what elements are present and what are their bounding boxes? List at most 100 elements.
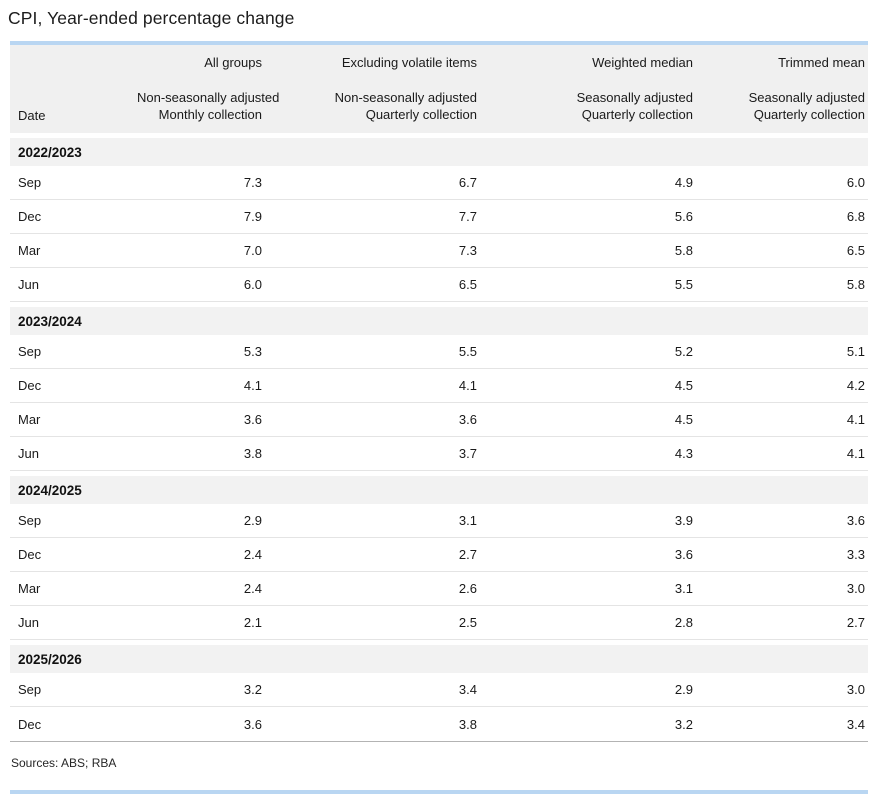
value-cell: 5.2 [674, 344, 693, 359]
value-cell: 3.4 [458, 682, 477, 697]
value-cell: 5.6 [674, 209, 693, 224]
value-cell: 2.9 [674, 682, 693, 697]
column-adjustment-label: Non-seasonally adjusted [334, 90, 477, 105]
row-date: Jun [18, 277, 39, 292]
table-row: Mar 2.4 2.6 3.1 3.0 [10, 572, 868, 606]
row-date: Sep [18, 175, 42, 190]
table-row: Jun 3.8 3.7 4.3 4.1 [10, 437, 868, 471]
row-date: Dec [18, 716, 42, 732]
row-date: Sep [18, 513, 42, 528]
value-cell: 3.6 [674, 547, 693, 562]
row-date: Jun [18, 615, 39, 630]
value-cell: 5.5 [674, 277, 693, 292]
value-cell: 4.3 [674, 446, 693, 461]
value-cell: 6.7 [458, 175, 477, 190]
value-cell: 7.0 [243, 243, 262, 258]
table-row: Dec 3.6 3.8 3.2 3.4 [10, 707, 868, 741]
column-group-label: All groups [204, 55, 262, 70]
table-row: Sep 7.3 6.7 4.9 6.0 [10, 166, 868, 200]
value-cell: 4.9 [674, 175, 693, 190]
value-cell: 3.4 [846, 716, 865, 732]
value-cell: 3.1 [674, 581, 693, 596]
cpi-table: Date All groups Non-seasonally adjusted … [10, 41, 868, 794]
table-row: Mar 3.6 3.6 4.5 4.1 [10, 403, 868, 437]
value-cell: 4.5 [674, 412, 693, 427]
value-cell: 7.7 [458, 209, 477, 224]
value-cell: 3.3 [846, 547, 865, 562]
table-row: Mar 7.0 7.3 5.8 6.5 [10, 234, 868, 268]
value-cell: 6.5 [458, 277, 477, 292]
value-cell: 3.0 [846, 682, 865, 697]
table-header: Date All groups Non-seasonally adjusted … [10, 45, 868, 133]
column-header-excluding-volatile-items: Excluding volatile items Non-seasonally … [262, 54, 477, 123]
value-cell: 2.7 [458, 547, 477, 562]
value-cell: 3.8 [243, 446, 262, 461]
bottom-accent-bar [10, 790, 868, 794]
value-cell: 7.9 [243, 209, 262, 224]
column-header-date: Date [18, 108, 46, 123]
table-row: Jun 2.1 2.5 2.8 2.7 [10, 606, 868, 640]
table-body: 2022/2023 Sep 7.3 6.7 4.9 6.0 Dec 7.9 7.7 5.6 6.8 M… [10, 138, 868, 741]
row-date: Sep [18, 682, 42, 697]
value-cell: 2.4 [243, 581, 262, 596]
value-cell: 2.7 [846, 615, 865, 630]
value-cell: 5.8 [846, 277, 865, 292]
table-row: Dec 7.9 7.7 5.6 6.8 [10, 200, 868, 234]
value-cell: 3.1 [458, 513, 477, 528]
column-group-label: Weighted median [592, 55, 693, 70]
value-cell: 3.6 [243, 412, 262, 427]
column-group-label: Trimmed mean [778, 55, 865, 70]
value-cell: 3.2 [674, 716, 693, 732]
value-cell: 4.2 [846, 378, 865, 393]
row-date: Mar [18, 581, 41, 596]
value-cell: 6.0 [243, 277, 262, 292]
value-cell: 3.7 [458, 446, 477, 461]
value-cell: 3.6 [846, 513, 865, 528]
value-cell: 5.5 [458, 344, 477, 359]
value-cell: 3.9 [674, 513, 693, 528]
column-collection-label: Monthly collection [158, 107, 262, 122]
value-cell: 7.3 [458, 243, 477, 258]
row-date: Mar [18, 243, 41, 258]
year-group-header: 2024/2025 [10, 476, 868, 504]
value-cell: 7.3 [243, 175, 262, 190]
value-cell: 2.5 [458, 615, 477, 630]
column-header-trimmed-mean: Trimmed mean Seasonally adjusted Quarter… [693, 54, 865, 123]
value-cell: 5.8 [674, 243, 693, 258]
column-collection-label: Quarterly collection [365, 107, 477, 122]
value-cell: 2.9 [243, 513, 262, 528]
table-row: Dec 4.1 4.1 4.5 4.2 [10, 369, 868, 403]
value-cell: 6.5 [846, 243, 865, 258]
year-group-header: 2023/2024 [10, 307, 868, 335]
year-group-header: 2022/2023 [10, 138, 868, 166]
table-end-rule [10, 741, 868, 742]
row-date: Sep [18, 344, 42, 359]
value-cell: 2.8 [674, 615, 693, 630]
column-collection-label: Quarterly collection [753, 107, 865, 122]
sources-note: Sources: ABS; RBA [11, 756, 117, 770]
column-header-weighted-median: Weighted median Seasonally adjusted Quar… [477, 54, 693, 123]
value-cell: 2.4 [243, 547, 262, 562]
row-date: Dec [18, 547, 42, 562]
value-cell: 4.5 [674, 378, 693, 393]
value-cell: 5.1 [846, 344, 865, 359]
value-cell: 3.8 [458, 716, 477, 732]
value-cell: 4.1 [243, 378, 262, 393]
page-title: CPI, Year-ended percentage change [8, 8, 295, 28]
table-row: Sep 5.3 5.5 5.2 5.1 [10, 335, 868, 369]
table-row: Sep 2.9 3.1 3.9 3.6 [10, 504, 868, 538]
column-adjustment-label: Seasonally adjusted [748, 90, 865, 105]
value-cell: 4.1 [458, 378, 477, 393]
table-row: Sep 3.2 3.4 2.9 3.0 [10, 673, 868, 707]
value-cell: 6.8 [846, 209, 865, 224]
value-cell: 6.0 [846, 175, 865, 190]
column-header-all-groups: All groups Non-seasonally adjusted Month… [137, 54, 279, 123]
value-cell: 2.1 [243, 615, 262, 630]
table-row: Dec 2.4 2.7 3.6 3.3 [10, 538, 868, 572]
value-cell: 4.1 [846, 446, 865, 461]
row-date: Dec [18, 378, 42, 393]
value-cell: 3.6 [458, 412, 477, 427]
row-date: Dec [18, 209, 42, 224]
year-group-header: 2025/2026 [10, 645, 868, 673]
column-group-label: Excluding volatile items [341, 55, 477, 70]
